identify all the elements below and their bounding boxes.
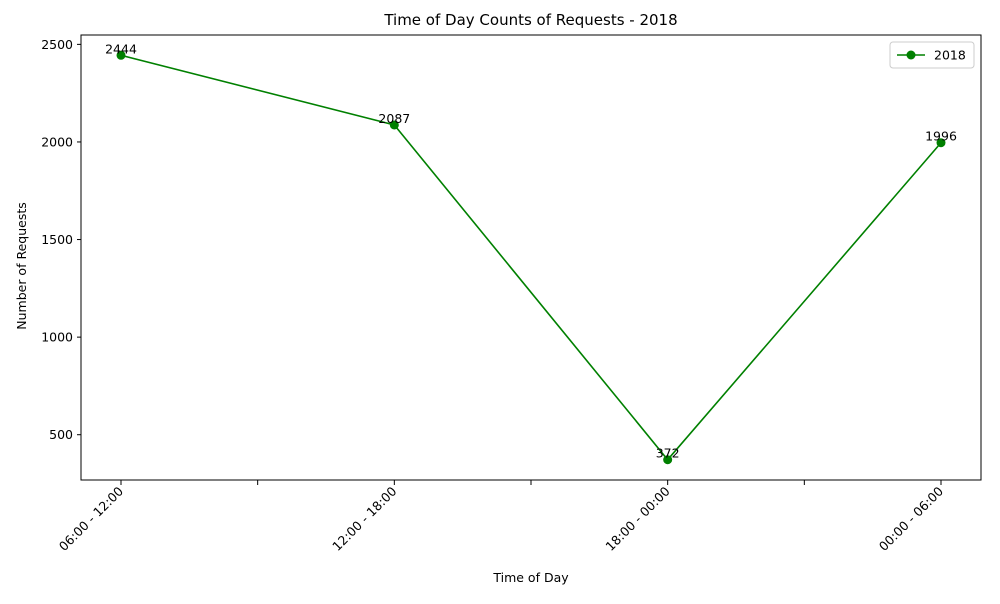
data-label: 2087 [378,111,410,126]
data-label: 1996 [925,129,957,144]
data-label: 372 [656,446,680,461]
chart-title: Time of Day Counts of Requests - 2018 [383,11,677,29]
series-line [120,54,942,461]
x-tick-label: 12:00 - 18:00 [329,483,399,553]
x-tick-label: 18:00 - 00:00 [602,483,672,553]
x-axis-label: Time of Day [492,570,569,585]
legend: 2018 [889,41,975,69]
y-axis-label: Number of Requests [14,202,29,330]
data-point [389,120,399,130]
legend-label: 2018 [934,48,966,63]
data-point [936,138,946,148]
data-point [116,50,126,60]
plot-area: 500 1000 1500 2000 2500 06:00 - 12:00 12:00 - … [41,34,982,554]
y-tick-label: 2500 [41,37,73,52]
legend-box [889,41,975,69]
y-tick-label: 1500 [41,232,73,247]
y-tick-label: 500 [49,427,73,442]
plot-frame [80,34,982,481]
y-tick-label: 2000 [41,134,73,149]
x-tick-label: 06:00 - 12:00 [56,483,126,553]
data-label: 2444 [105,41,137,56]
x-tick-label: 00:00 - 06:00 [876,483,946,553]
data-point [663,455,673,465]
legend-marker [906,50,916,60]
y-tick-label: 1000 [41,330,73,345]
